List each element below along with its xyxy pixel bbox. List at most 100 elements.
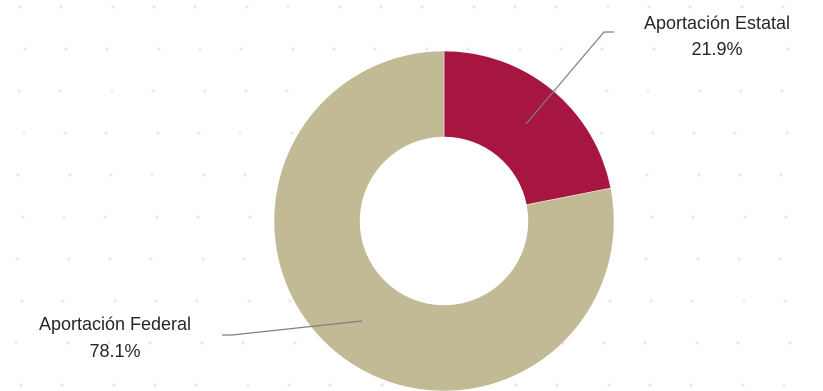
background-dot [555,383,559,387]
background-dot [779,173,783,177]
background-dot [788,341,792,345]
background-dot [338,5,342,9]
background-dot [14,341,18,345]
background-dot [154,299,158,303]
background-dot [63,131,67,135]
background-dot [153,383,157,387]
background-dot [741,383,745,387]
background-dot [200,341,204,345]
background-dot [58,89,62,93]
background-dot [783,299,787,303]
background-dot [288,299,292,303]
background-dot [738,173,742,177]
background-dot [155,215,159,219]
background-dot [16,173,20,177]
background-dot [59,5,63,9]
background-dot [605,89,609,93]
background-dot [242,257,246,261]
background-dot [332,47,336,51]
background-dot [247,299,251,303]
background-dot [148,341,152,345]
background-dot [739,89,743,93]
background-dot [245,5,249,9]
background-dot [697,173,701,177]
background-dot [60,383,64,387]
background-dot [513,5,517,9]
background-dot [286,5,290,9]
donut-hole [360,137,528,305]
background-dot [742,299,746,303]
background-dot [734,47,738,51]
background-dot [157,47,161,51]
background-dot [243,173,247,177]
background-dot [195,299,199,303]
background-dot [689,383,693,387]
background-dot [290,131,294,135]
background-dot [599,131,603,135]
background-dot [380,383,384,387]
background-dot [778,257,782,261]
background-dot [786,47,790,51]
background-dot [737,257,741,261]
background-dot [649,299,653,303]
background-dot [111,5,115,9]
background-dot [780,89,784,93]
background-dot [602,341,606,345]
callout-federal: Aportación Federal 78.1% [39,314,363,361]
background-dot [239,47,243,51]
background-dot [698,89,702,93]
background-dot [472,5,476,9]
background-dot [248,215,252,219]
background-dot [643,341,647,345]
background-dot [644,257,648,261]
background-dot [606,5,610,9]
background-dot [651,131,655,135]
background-dot [559,47,563,51]
background-dot [103,215,107,219]
background-dot [291,47,295,51]
background-dot [18,5,22,9]
background-dot [607,383,611,387]
background-dot [150,173,154,177]
background-dot [244,89,248,93]
slice-value-estatal: 21.9% [691,39,742,59]
background-dot [193,5,197,9]
background-dot [23,47,27,51]
background-dot [22,131,26,135]
background-dot [104,131,108,135]
background-dot [246,383,250,387]
background-dot [67,257,71,261]
background-dot [740,5,744,9]
background-dot [425,47,429,51]
background-dot [156,131,160,135]
background-dot [695,341,699,345]
background-dot [690,299,694,303]
background-dot [151,89,155,93]
background-dot [608,299,612,303]
background-dot [733,131,737,135]
background-dot [196,215,200,219]
background-dot [113,299,117,303]
background-dot [152,5,156,9]
background-dot [203,89,207,93]
background-dot [645,173,649,177]
leader-line-estatal [525,31,614,125]
background-dot [600,47,604,51]
background-dot [109,173,113,177]
background-dot [784,215,788,219]
background-dot [420,5,424,9]
background-dot [112,383,116,387]
background-dot [198,47,202,51]
background-dot [696,257,700,261]
background-dot [110,89,114,93]
background-dot [194,383,198,387]
background-dot [201,257,205,261]
background-dot [650,215,654,219]
callout-estatal: Aportación Estatal 21.9% [525,13,790,125]
background-dot [647,5,651,9]
background-dot [652,47,656,51]
background-dot [149,257,153,261]
background-dot [648,383,652,387]
background-dot [646,89,650,93]
